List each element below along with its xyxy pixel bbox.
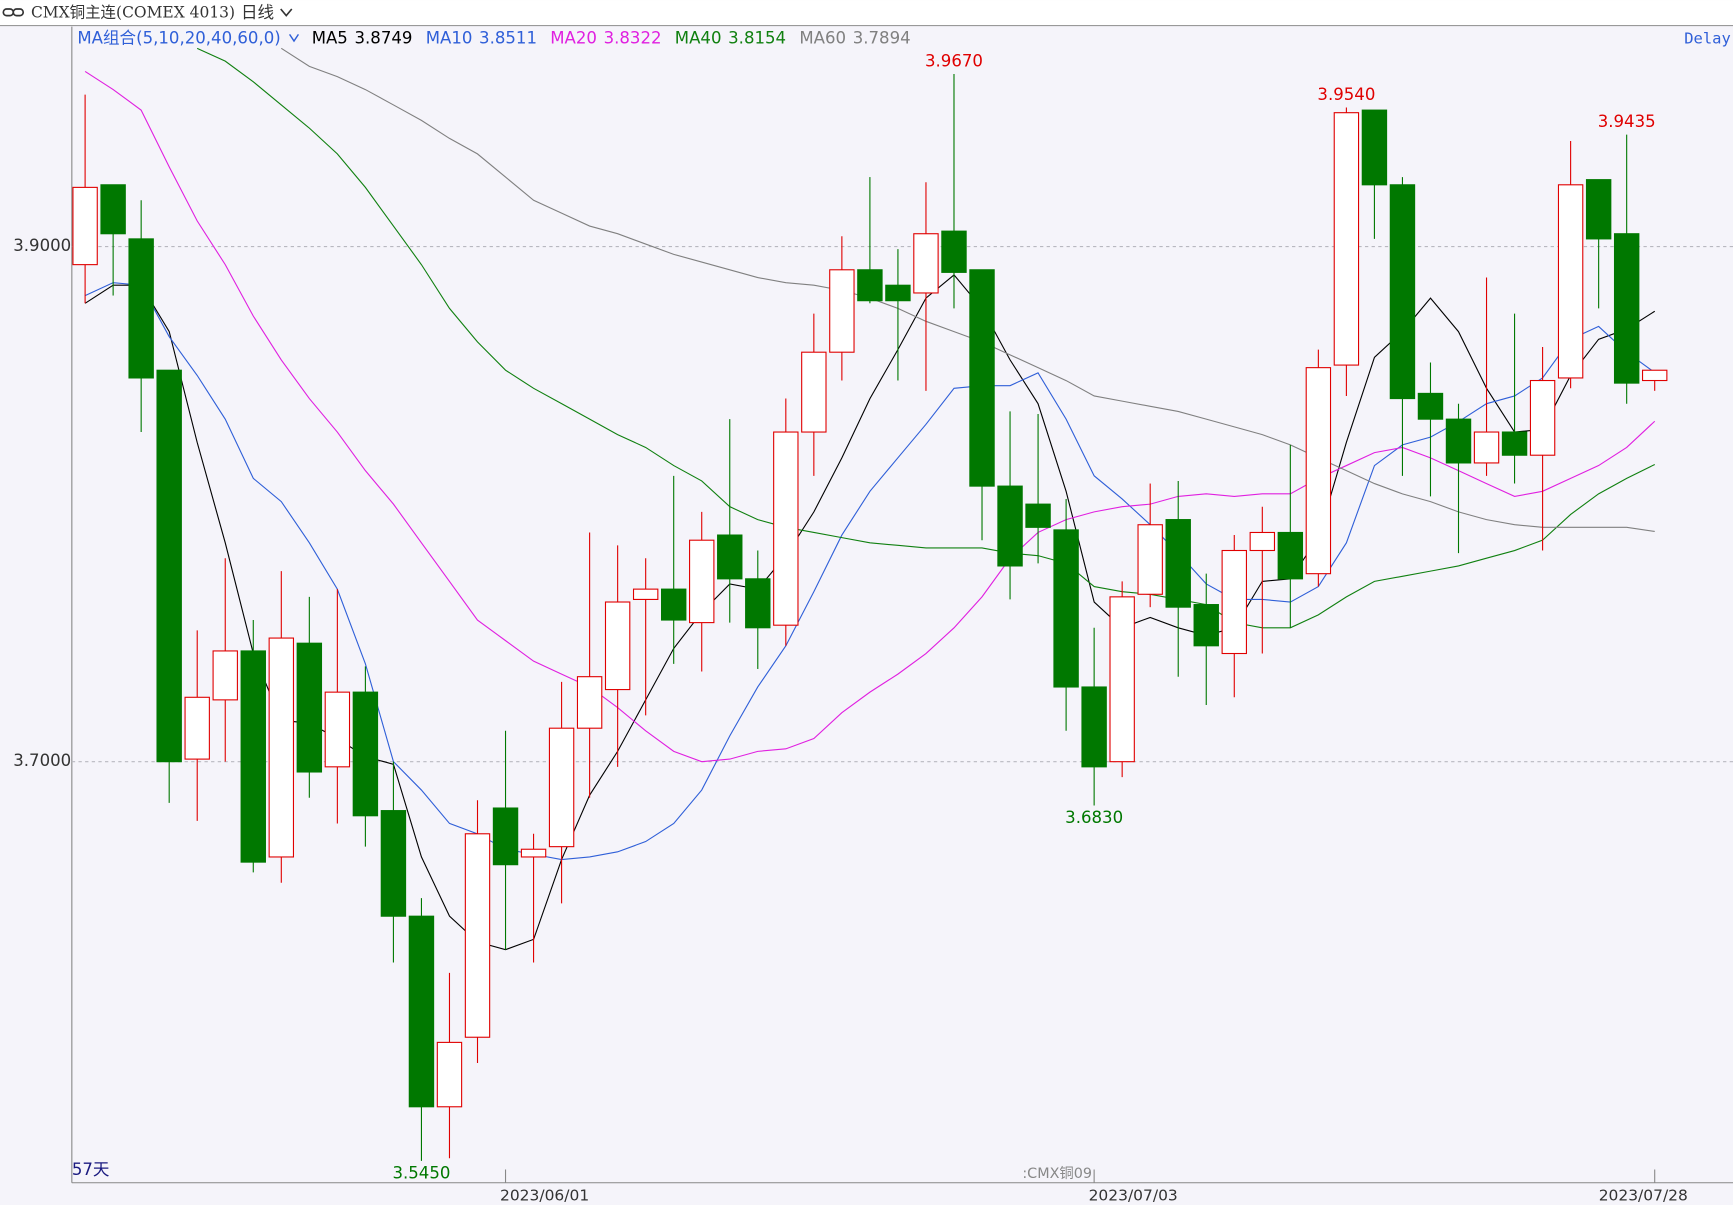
- candle-body: [492, 807, 519, 866]
- candle-body: [1585, 179, 1612, 240]
- candle-body: [576, 676, 603, 729]
- candle-body: [913, 233, 939, 294]
- low-label: 3.5450: [392, 1164, 450, 1183]
- high-label: 3.9540: [1317, 85, 1375, 104]
- candle-body: [1641, 369, 1668, 382]
- candle-body: [324, 691, 351, 768]
- candle-body: [184, 696, 210, 760]
- candle-body: [296, 642, 323, 773]
- x-tick-label: 2023/07/28: [1599, 1187, 1688, 1205]
- candle-body: [604, 601, 631, 691]
- candle-body: [1277, 531, 1304, 580]
- grid-layer: [71, 246, 1733, 763]
- candle-body: [240, 650, 266, 863]
- candle-body: [997, 485, 1023, 567]
- y-tick-label: 3.7000: [13, 751, 71, 770]
- candle-body: [745, 578, 771, 629]
- candle-body: [1137, 524, 1163, 595]
- candle-body: [885, 284, 911, 302]
- candle-body: [408, 915, 435, 1108]
- count-label: 57天: [72, 1160, 110, 1179]
- ma-group-chevron: [288, 34, 300, 43]
- x-tick-label: 2023/07/03: [1089, 1187, 1178, 1205]
- candle-body: [72, 186, 98, 266]
- period-selector[interactable]: 日线: [241, 3, 274, 22]
- chart-title: CMX铜主连(COMEX 4013): [31, 3, 235, 21]
- candle-body: [436, 1041, 463, 1108]
- candle-body: [1389, 184, 1416, 400]
- label-layer: 3.7000 3.9000 3.9670 3.9540 3.9435 3.5450 3.68…: [13, 51, 1688, 1204]
- candle-body: [1081, 686, 1107, 768]
- candle-body: [857, 269, 883, 302]
- candle-body: [1025, 503, 1051, 528]
- contract-label: :CMX铜09: [1022, 1165, 1092, 1182]
- candle-body: [1109, 596, 1135, 763]
- candle-body: [1417, 392, 1444, 420]
- candle-body: [1473, 431, 1500, 464]
- ma-line: [196, 47, 1655, 629]
- candle-body: [717, 534, 743, 580]
- delay-label: Delay: [1684, 29, 1731, 47]
- candle-body: [1557, 184, 1584, 379]
- candle-body: [380, 810, 407, 917]
- ma-line: [280, 47, 1655, 532]
- candle-body: [1165, 519, 1191, 608]
- ma-line: [84, 70, 1656, 763]
- candle-body: [801, 351, 827, 433]
- period-chevron[interactable]: [280, 8, 293, 17]
- candle-body: [689, 539, 715, 624]
- candle-body: [941, 230, 967, 273]
- candle-body: [1193, 604, 1219, 647]
- legend-name: MA5: [312, 28, 348, 47]
- candle-body: [128, 238, 154, 379]
- low-label: 3.6830: [1065, 808, 1123, 827]
- candle-body: [1529, 379, 1556, 456]
- candle-body: [632, 588, 659, 600]
- candle-body: [520, 848, 547, 858]
- candle-body: [1053, 529, 1079, 688]
- candle-body: [212, 650, 238, 701]
- candle-body: [352, 691, 379, 817]
- legend-name: MA10: [426, 28, 473, 47]
- candle-layer: [72, 74, 1668, 1161]
- legend-name: MA40: [675, 28, 722, 47]
- candle-body: [156, 369, 182, 763]
- legend-name: MA60: [799, 28, 846, 47]
- candle-body: [1305, 367, 1332, 575]
- x-tick-label: 2023/06/01: [500, 1187, 589, 1205]
- candle-body: [773, 431, 799, 626]
- candle-body: [1361, 109, 1388, 186]
- candle-body: [100, 184, 126, 235]
- high-label: 3.9670: [925, 51, 983, 70]
- candle-body: [660, 588, 687, 621]
- candle-body: [464, 833, 491, 1038]
- candle-body: [1249, 531, 1276, 552]
- legend-value: 3.8322: [604, 28, 662, 47]
- candle-body: [268, 637, 295, 858]
- candle-body: [1445, 418, 1472, 464]
- candle-body: [969, 269, 995, 487]
- candle-body: [1221, 549, 1247, 655]
- legend-value: 3.8749: [354, 28, 412, 47]
- legend-value: 3.8511: [479, 28, 537, 47]
- high-label: 3.9435: [1598, 112, 1656, 131]
- legend-name: MA20: [550, 28, 597, 47]
- candle-body: [1613, 233, 1640, 384]
- ma-group-label[interactable]: MA组合(5,10,20,40,60,0): [77, 28, 280, 47]
- y-tick-label: 3.9000: [13, 236, 71, 255]
- candle-body: [829, 269, 855, 353]
- link-icon: [2, 8, 25, 17]
- legend-value: 3.8154: [728, 28, 786, 47]
- legend-value: 3.7894: [853, 28, 911, 47]
- candle-body: [1501, 431, 1528, 456]
- candle-body: [1333, 112, 1360, 366]
- ma-line: [84, 282, 1656, 861]
- candle-body: [548, 727, 575, 848]
